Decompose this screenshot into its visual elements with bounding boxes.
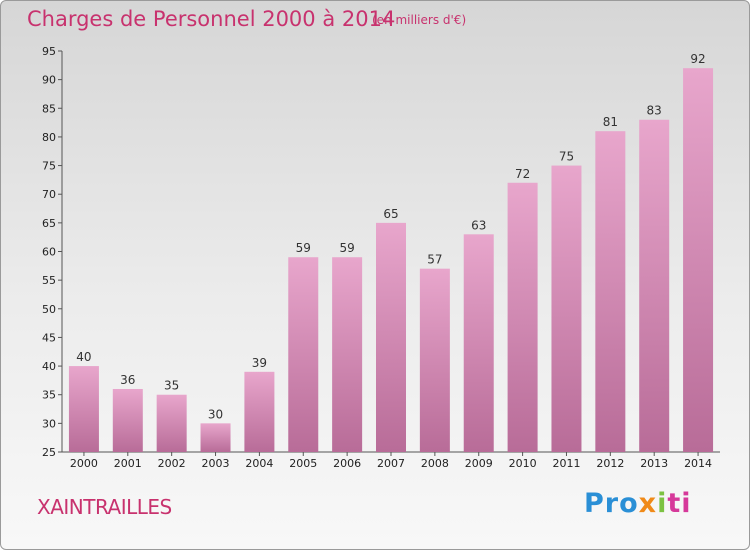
x-tick-label-2003: 2003 [202, 457, 230, 470]
x-tick-label-2008: 2008 [421, 457, 449, 470]
data-label-2003: 30 [208, 407, 223, 421]
x-tick-label-2005: 2005 [289, 457, 317, 470]
x-tick-label-2010: 2010 [509, 457, 537, 470]
proxiti-logo[interactable]: Proxiti [584, 488, 692, 519]
y-tick-label: 75 [42, 160, 56, 173]
x-tick-label-2011: 2011 [552, 457, 580, 470]
bar-2000 [68, 366, 99, 452]
data-label-2001: 36 [120, 373, 135, 387]
chart-title: Charges de Personnel 2000 à 2014 [27, 7, 396, 31]
data-label-2005: 59 [296, 241, 311, 255]
bar-2005 [288, 257, 319, 452]
y-tick-label: 70 [42, 188, 56, 201]
y-tick-label: 30 [42, 417, 56, 430]
x-tick-label-2013: 2013 [640, 457, 668, 470]
y-tick-label: 95 [42, 45, 56, 58]
y-tick-label: 45 [42, 331, 56, 344]
y-tick-label: 65 [42, 217, 56, 230]
data-label-2004: 39 [252, 356, 267, 370]
bar-2002 [156, 394, 187, 452]
y-tick-label: 55 [42, 274, 56, 287]
chart-subtitle: (en milliers d'€) [372, 13, 467, 27]
data-label-2010: 72 [515, 167, 530, 181]
x-tick-label-2006: 2006 [333, 457, 361, 470]
x-tick-label-2012: 2012 [596, 457, 624, 470]
bar-2011 [551, 165, 582, 453]
data-label-2006: 59 [339, 241, 354, 255]
y-tick-label: 50 [42, 303, 56, 316]
bar-2004 [244, 371, 275, 452]
bar-2008 [419, 268, 450, 452]
data-label-2011: 75 [559, 150, 574, 164]
data-label-2012: 81 [603, 115, 618, 129]
x-tick-label-2002: 2002 [158, 457, 186, 470]
data-label-2007: 65 [383, 207, 398, 221]
y-tick-label: 25 [42, 446, 56, 459]
data-label-2009: 63 [471, 218, 486, 232]
y-tick-label: 60 [42, 246, 56, 259]
data-label-2013: 83 [647, 104, 662, 118]
x-tick-label-2014: 2014 [684, 457, 712, 470]
y-tick-label: 85 [42, 102, 56, 115]
x-tick-label-2007: 2007 [377, 457, 405, 470]
place-name: XAINTRAILLES [37, 495, 172, 519]
x-tick-label-2004: 2004 [245, 457, 273, 470]
bar-2009 [463, 234, 494, 452]
data-label-2000: 40 [76, 350, 91, 364]
data-label-2008: 57 [427, 253, 442, 267]
y-tick-label: 40 [42, 360, 56, 373]
bar-2014 [683, 68, 714, 452]
data-label-2002: 35 [164, 379, 179, 393]
bar-2013 [639, 119, 670, 452]
x-tick-label-2000: 2000 [70, 457, 98, 470]
x-tick-label-2001: 2001 [114, 457, 142, 470]
bar-2012 [595, 131, 626, 452]
bar-2003 [200, 423, 231, 452]
bar-2001 [112, 388, 143, 452]
bar-2007 [376, 222, 406, 452]
bar-2006 [332, 257, 363, 452]
bar-2010 [507, 182, 538, 452]
y-tick-label: 90 [42, 74, 56, 87]
y-tick-label: 35 [42, 389, 56, 402]
x-tick-label-2009: 2009 [465, 457, 493, 470]
y-tick-label: 80 [42, 131, 56, 144]
data-label-2014: 92 [690, 52, 705, 66]
